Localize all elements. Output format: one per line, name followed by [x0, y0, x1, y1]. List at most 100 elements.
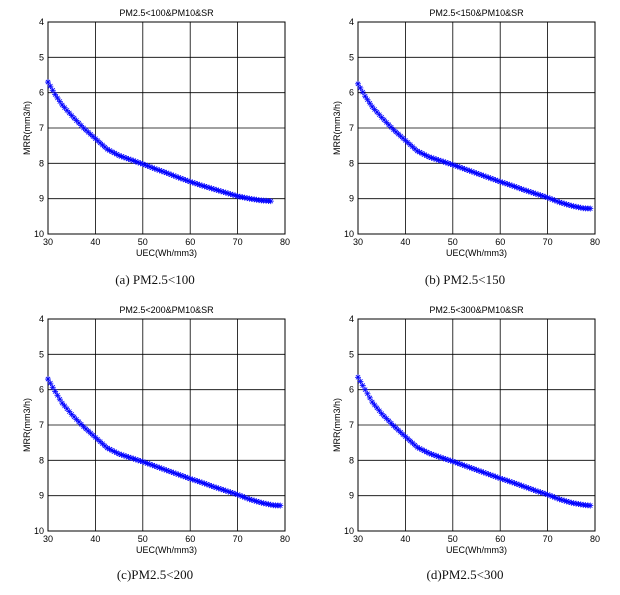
- axes-frame: [47, 21, 286, 235]
- y-tick-label: 4: [349, 17, 354, 27]
- x-axis-label: UEC(Wh/mm3): [136, 545, 197, 555]
- x-tick-label: 40: [90, 237, 100, 247]
- data-point: [49, 87, 56, 94]
- x-tick-label: 70: [543, 534, 553, 544]
- x-tick-label: 30: [43, 237, 53, 247]
- x-tick-label: 40: [90, 534, 100, 544]
- data-point: [546, 492, 553, 499]
- x-tick-label: 70: [233, 534, 243, 544]
- y-tick-label: 10: [34, 526, 44, 536]
- x-axis-label: UEC(Wh/mm3): [136, 248, 197, 258]
- data-point: [54, 94, 61, 101]
- y-tick-label: 7: [349, 420, 354, 430]
- data-point: [357, 84, 364, 91]
- x-tick-label: 70: [233, 237, 243, 247]
- chart-title: PM2.5<300&PM10&SR: [429, 305, 524, 315]
- y-tick-label: 10: [344, 526, 354, 536]
- data-point: [277, 502, 284, 509]
- x-tick-label: 40: [400, 534, 410, 544]
- data-series: [45, 376, 284, 509]
- chart-title: PM2.5<200&PM10&SR: [119, 305, 214, 315]
- data-point: [362, 386, 369, 393]
- y-tick-label: 5: [39, 52, 44, 62]
- x-tick-label: 60: [185, 237, 195, 247]
- x-tick-label: 30: [43, 534, 53, 544]
- data-point: [357, 378, 364, 385]
- chart-caption-b: (b) PM2.5<150: [424, 272, 506, 287]
- chart-svg-b: 30 40 50 60 70 80 4 5 6 7 8 9 10 PM2.5<150&PM10&SR UEC…: [332, 8, 600, 258]
- y-tick-label: 9: [349, 491, 354, 501]
- data-point: [366, 100, 373, 107]
- x-tick-label: 50: [448, 237, 458, 247]
- chart-panel-a: 30 40 50 60 70 80 4 5 6 7 8 9 10 PM2.5<100&PM10&SR UEC…: [0, 0, 310, 297]
- data-point: [45, 79, 51, 86]
- data-point: [267, 198, 274, 205]
- data-series: [355, 374, 594, 509]
- data-point: [537, 192, 544, 199]
- y-axis-label: MRR(mm3/h): [332, 398, 342, 452]
- x-tick-label: 70: [543, 237, 553, 247]
- y-tick-label: 5: [349, 52, 354, 62]
- y-tick-label: 4: [39, 314, 44, 324]
- y-tick-label: 8: [349, 158, 354, 168]
- axes-frame: [357, 318, 596, 532]
- y-tick-label: 10: [34, 229, 44, 239]
- y-tick-label: 6: [39, 385, 44, 395]
- y-tick-label: 4: [39, 17, 44, 27]
- data-point: [47, 380, 54, 387]
- data-series: [355, 80, 594, 212]
- chart-panel-b: 30 40 50 60 70 80 4 5 6 7 8 9 10 PM2.5<150&PM10&SR UEC…: [310, 0, 620, 297]
- y-tick-label: 7: [349, 123, 354, 133]
- y-axis-label: MRR(mm3/h): [22, 101, 32, 155]
- x-axis-label: UEC(Wh/mm3): [446, 248, 507, 258]
- x-tick-label: 30: [353, 534, 363, 544]
- data-point: [56, 98, 63, 105]
- x-tick-label: 50: [448, 534, 458, 544]
- x-tick-label: 60: [495, 534, 505, 544]
- x-tick-label: 80: [590, 534, 600, 544]
- x-tick-label: 80: [280, 534, 290, 544]
- y-tick-label: 10: [344, 229, 354, 239]
- y-tick-label: 6: [349, 385, 354, 395]
- data-point: [364, 96, 371, 103]
- x-tick-label: 60: [495, 237, 505, 247]
- chart-svg-d: 30 40 50 60 70 80 4 5 6 7 8 9 10 PM2.5<300&PM10&SR UEC…: [332, 305, 600, 555]
- chart-svg-c: 30 40 50 60 70 80 4 5 6 7 8 9 10 PM2.5<200&PM10&SR UEC…: [22, 305, 290, 555]
- x-tick-label: 30: [353, 237, 363, 247]
- x-axis-label: UEC(Wh/mm3): [446, 545, 507, 555]
- chart-svg-a: 30 40 50 60 70 80 4 5 6 7 8 9 10 PM2.5<100&PM10&SR UEC…: [22, 8, 290, 258]
- data-point: [56, 396, 63, 403]
- chart-panel-c: 30 40 50 60 70 80 4 5 6 7 8 9 10 PM2.5<200&PM10&SR UEC…: [0, 297, 310, 594]
- y-tick-label: 7: [39, 123, 44, 133]
- y-tick-label: 4: [349, 314, 354, 324]
- y-tick-label: 9: [39, 194, 44, 204]
- axes-frame: [357, 21, 596, 235]
- x-tick-label: 50: [138, 237, 148, 247]
- y-tick-label: 8: [39, 455, 44, 465]
- data-point: [49, 384, 56, 391]
- y-tick-label: 8: [349, 455, 354, 465]
- x-tick-label: 40: [400, 237, 410, 247]
- chart-title: PM2.5<100&PM10&SR: [119, 8, 214, 18]
- x-tick-label: 80: [280, 237, 290, 247]
- chart-caption-c: (c)PM2.5<200: [116, 567, 194, 582]
- data-point: [52, 388, 59, 395]
- x-tick-label: 60: [185, 534, 195, 544]
- y-tick-label: 8: [39, 158, 44, 168]
- data-point: [587, 205, 594, 212]
- chart-title: PM2.5<150&PM10&SR: [429, 8, 524, 18]
- data-point: [587, 502, 594, 509]
- y-tick-label: 5: [349, 349, 354, 359]
- chart-caption-d: (d)PM2.5<300: [426, 567, 504, 582]
- data-point: [355, 80, 361, 87]
- data-point: [45, 376, 51, 383]
- y-tick-label: 9: [349, 194, 354, 204]
- data-series: [45, 79, 274, 205]
- data-point: [54, 392, 61, 399]
- data-point: [525, 485, 532, 492]
- x-tick-label: 50: [138, 534, 148, 544]
- x-tick-label: 80: [590, 237, 600, 247]
- y-tick-label: 6: [349, 88, 354, 98]
- y-tick-label: 5: [39, 349, 44, 359]
- data-point: [366, 394, 373, 401]
